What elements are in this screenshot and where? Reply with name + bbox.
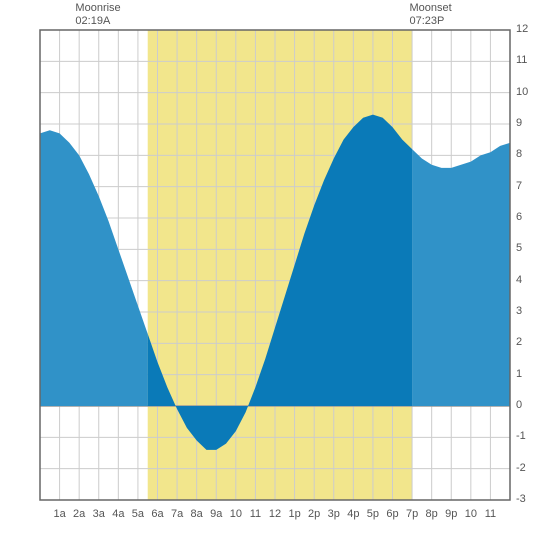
x-tick-label: 3a [93,508,105,520]
x-tick-label: 7a [171,508,183,520]
x-tick-label: 2p [308,508,320,520]
x-tick-label: 2a [73,508,85,520]
y-tick-label: 11 [516,54,527,66]
x-tick-label: 6p [386,508,398,520]
y-tick-label: 7 [516,180,522,192]
y-tick-label: 6 [516,211,522,223]
moonrise-label: Moonrise 02:19A [75,2,120,28]
y-tick-label: -2 [516,462,526,474]
x-tick-label: 10 [230,508,242,520]
y-tick-label: -1 [516,430,526,442]
x-tick-label: 5p [367,508,379,520]
y-tick-label: 1 [516,368,522,380]
y-tick-label: -3 [516,493,526,505]
x-tick-label: 4a [112,508,124,520]
x-tick-label: 3p [328,508,340,520]
y-tick-label: 4 [516,274,522,286]
y-tick-label: 2 [516,336,522,348]
y-tick-label: 8 [516,148,522,160]
x-tick-label: 1p [288,508,300,520]
moonset-label: Moonset 07:23P [410,2,452,28]
x-tick-label: 7p [406,508,418,520]
x-tick-label: 10 [465,508,477,520]
x-tick-label: 6a [151,508,163,520]
y-tick-label: 0 [516,399,522,411]
y-tick-label: 9 [516,117,522,129]
x-tick-label: 4p [347,508,359,520]
x-tick-label: 12 [269,508,281,520]
y-tick-label: 5 [516,242,522,254]
x-tick-label: 9a [210,508,222,520]
chart-svg [0,0,550,550]
tide-chart: -3-2-101234567891011121a2a3a4a5a6a7a8a9a… [0,0,550,550]
y-tick-label: 3 [516,305,522,317]
x-tick-label: 5a [132,508,144,520]
x-tick-label: 11 [250,508,261,520]
x-tick-label: 8a [191,508,203,520]
x-tick-label: 8p [426,508,438,520]
y-tick-label: 10 [516,86,528,98]
y-tick-label: 12 [516,23,528,35]
x-tick-label: 9p [445,508,457,520]
x-tick-label: 1a [53,508,65,520]
x-tick-label: 11 [485,508,496,520]
